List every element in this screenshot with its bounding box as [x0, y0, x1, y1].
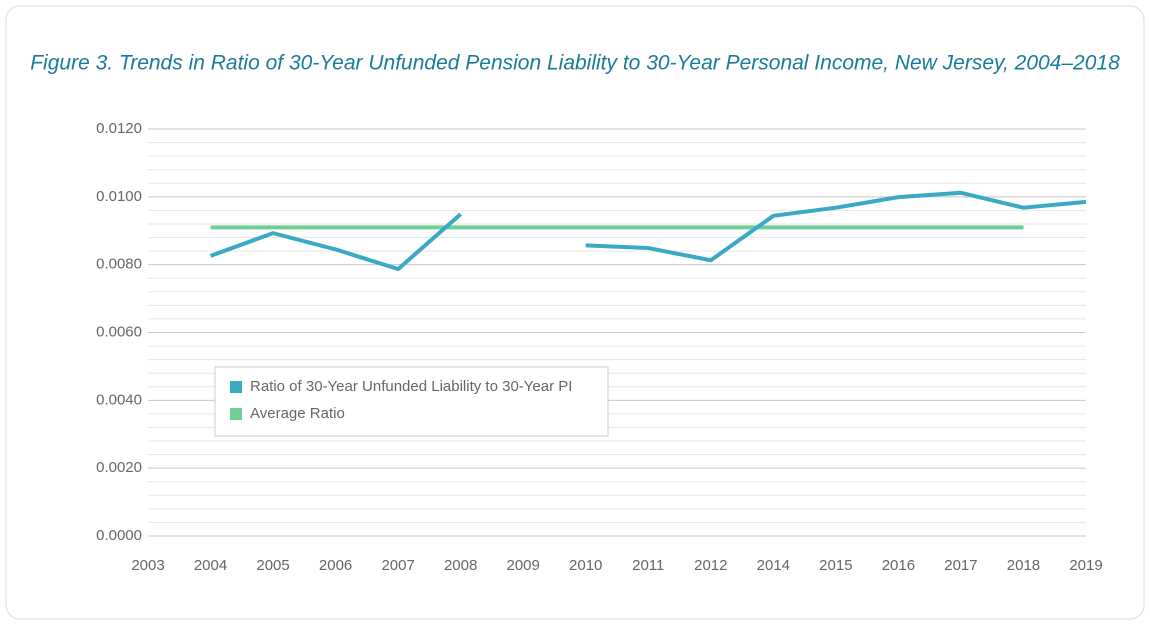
x-tick-label: 2016 — [882, 557, 915, 574]
x-tick-label: 2015 — [819, 557, 852, 574]
x-tick-label: 2007 — [381, 557, 414, 574]
x-tick-label: 2004 — [194, 557, 227, 574]
x-tick-label: 2011 — [632, 557, 664, 574]
x-tick-label: 2003 — [131, 557, 164, 574]
x-tick-label: 2018 — [1007, 557, 1040, 574]
legend-label: Ratio of 30-Year Unfunded Liability to 3… — [250, 378, 572, 395]
legend-swatch — [230, 408, 242, 420]
y-tick-label: 0.0000 — [96, 527, 142, 544]
x-tick-label: 2005 — [256, 557, 289, 574]
y-tick-label: 0.0120 — [96, 120, 142, 137]
legend-label: Average Ratio — [250, 405, 345, 422]
x-tick-label: 2019 — [1069, 557, 1102, 574]
y-tick-label: 0.0020 — [96, 459, 142, 476]
series-line — [209, 190, 1087, 272]
y-tick-label: 0.0040 — [96, 391, 142, 408]
x-tick-label: 2006 — [319, 557, 352, 574]
legend: Ratio of 30-Year Unfunded Liability to 3… — [214, 366, 609, 437]
x-tick-label: 2017 — [944, 557, 977, 574]
legend-swatch — [230, 381, 242, 393]
x-tick-label: 2012 — [694, 557, 727, 574]
x-tick-label: 2009 — [507, 557, 540, 574]
legend-box — [214, 366, 609, 437]
y-tick-label: 0.0080 — [96, 256, 142, 273]
y-tick-label: 0.0100 — [96, 188, 142, 205]
chart-title: Figure 3. Trends in Ratio of 30-Year Unf… — [30, 52, 1120, 75]
x-tick-label: 2014 — [757, 557, 790, 574]
x-tick-label: 2008 — [444, 557, 477, 574]
y-tick-label: 0.0060 — [96, 323, 142, 340]
x-tick-label: 2010 — [569, 557, 602, 574]
card — [5, 5, 1145, 620]
